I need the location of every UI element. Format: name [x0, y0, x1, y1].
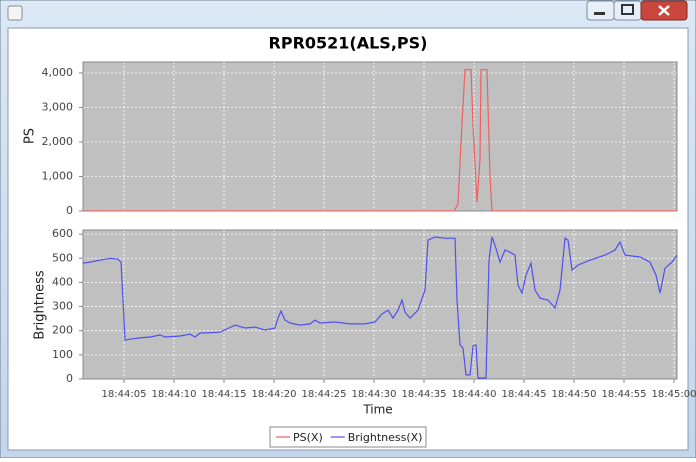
y-tick-label: 4,000	[42, 66, 74, 79]
series-line	[83, 69, 677, 211]
legend-label: Brightness(X)	[348, 431, 423, 444]
x-tick-label: 18:45:00	[652, 389, 696, 400]
y-axis-label: PS	[23, 128, 38, 144]
y-tick-label: 3,000	[42, 101, 74, 114]
chart-title: RPR0521(ALS,PS)	[269, 34, 428, 53]
x-tick-label: 18:44:10	[152, 389, 197, 400]
maximize-button[interactable]	[613, 0, 642, 21]
plot-area	[83, 230, 677, 379]
y-tick-label: 2,000	[42, 135, 74, 148]
series-line	[83, 236, 677, 379]
y-axis-label: Brightness	[33, 270, 48, 339]
plot-area	[83, 62, 677, 211]
x-tick-label: 18:44:30	[352, 389, 397, 400]
x-tick-label: 18:44:55	[602, 389, 647, 400]
x-tick-label: 18:44:15	[202, 389, 247, 400]
minimize-button[interactable]	[586, 0, 615, 21]
y-tick-label: 1,000	[42, 170, 74, 183]
x-tick-label: 18:44:05	[102, 389, 147, 400]
y-tick-label: 200	[52, 324, 73, 337]
x-tick-label: 18:44:35	[402, 389, 447, 400]
legend	[269, 426, 427, 448]
x-tick-label: 18:44:20	[252, 389, 297, 400]
plot-border	[82, 229, 678, 380]
y-tick-label: 300	[52, 300, 73, 313]
y-tick-label: 100	[52, 348, 73, 361]
minimize-glyph	[594, 12, 605, 15]
y-tick-label: 0	[66, 372, 73, 385]
x-tick-label: 18:44:45	[502, 389, 547, 400]
x-axis-label: Time	[362, 403, 392, 417]
x-tick-label: 18:44:25	[302, 389, 347, 400]
x-tick-label: 18:44:40	[452, 389, 497, 400]
legend-label: PS(X)	[293, 431, 323, 444]
java-icon	[7, 5, 23, 21]
x-tick-label: 18:44:50	[552, 389, 597, 400]
close-glyph	[658, 5, 670, 16]
maximize-glyph	[621, 4, 634, 15]
y-tick-label: 600	[52, 227, 73, 240]
y-tick-label: 0	[66, 204, 73, 217]
y-tick-label: 400	[52, 275, 73, 288]
y-tick-label: 500	[52, 251, 73, 264]
